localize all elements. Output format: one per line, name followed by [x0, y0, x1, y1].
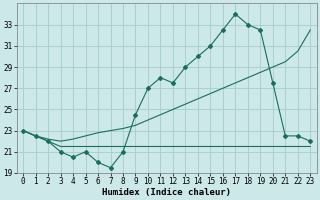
X-axis label: Humidex (Indice chaleur): Humidex (Indice chaleur) — [102, 188, 231, 197]
